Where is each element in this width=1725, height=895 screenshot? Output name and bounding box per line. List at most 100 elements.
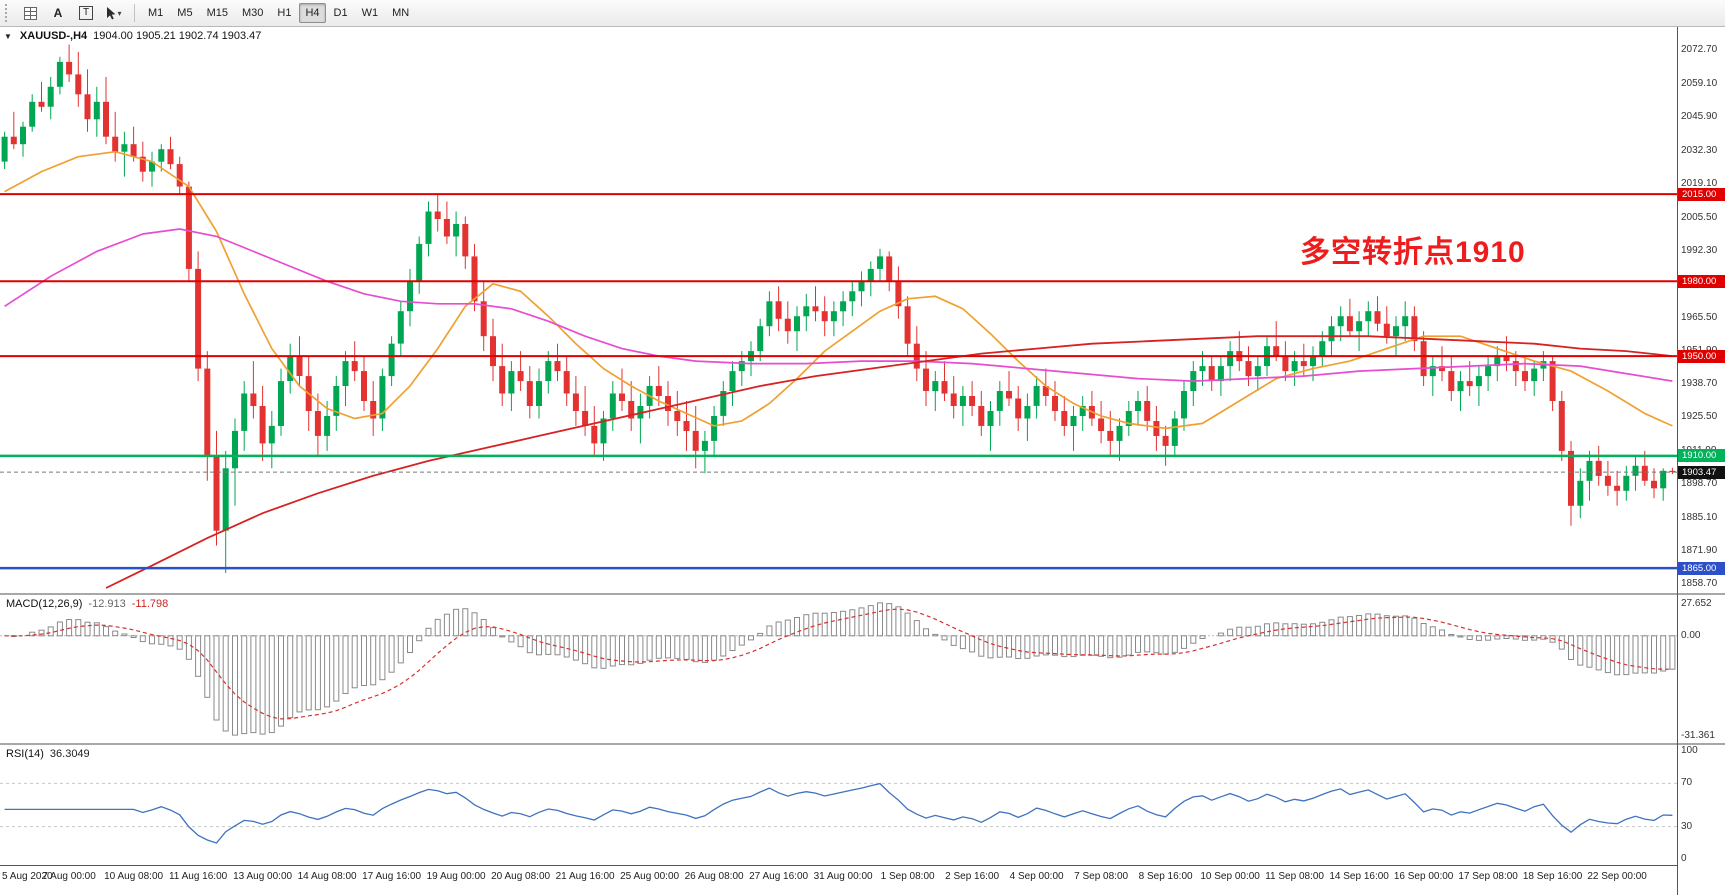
candle — [103, 76, 109, 145]
candle — [1522, 356, 1528, 391]
symbol-dropdown-icon[interactable]: ▼ — [4, 32, 12, 41]
grid-icon — [23, 6, 37, 20]
chart-grid-icon[interactable] — [17, 2, 43, 24]
candle — [674, 391, 681, 436]
chevron-down-icon: ▾ — [117, 8, 122, 18]
time-label: 10 Aug 08:00 — [104, 871, 164, 882]
candle — [619, 368, 625, 411]
price-tick-label: 1965.50 — [1681, 311, 1718, 323]
candle — [167, 136, 174, 170]
macd-header: MACD(12,26,9) -12.913 -11.798 — [6, 598, 168, 610]
price-axis[interactable]: 2072.70 2059.10 2045.90 2032.30 2019.10 2005.… — [1677, 27, 1725, 895]
candle — [342, 351, 349, 406]
timeframe-button-h1[interactable]: H1 — [277, 7, 292, 19]
candle — [499, 343, 506, 406]
chart-annotation[interactable]: 多空转折点1910 — [1300, 236, 1526, 269]
timeframe-button-m30[interactable]: M30 — [241, 7, 264, 19]
candle — [250, 361, 257, 419]
time-axis[interactable]: 5 Aug 2020 7 Aug 00:00 10 Aug 08:00 11 Aug … — [0, 865, 1677, 895]
candle — [268, 411, 275, 469]
candle — [370, 381, 377, 436]
candle — [1190, 361, 1197, 406]
candle — [1006, 371, 1012, 406]
candle — [139, 141, 146, 182]
candle — [379, 368, 386, 431]
chart-canvas[interactable] — [0, 27, 1677, 865]
candle — [443, 201, 450, 244]
timeframe-button-mn[interactable]: MN — [392, 7, 410, 19]
macd-label: MACD(12,26,9) — [6, 598, 83, 610]
time-label: 4 Sep 00:00 — [1009, 871, 1064, 882]
candle — [526, 366, 533, 419]
ma-long-red — [105, 335, 1673, 589]
candle — [987, 401, 994, 451]
pane-separator[interactable] — [0, 743, 1677, 745]
candle — [1346, 298, 1353, 337]
toolbar-grip[interactable] — [5, 4, 11, 22]
candle — [453, 211, 460, 257]
candle — [1015, 386, 1022, 431]
candle — [1181, 381, 1187, 431]
time-label: 17 Sep 08:00 — [1458, 871, 1518, 882]
timeframe-button-h4[interactable]: H4 — [299, 3, 326, 23]
price-badge-1950.00: 1950.00 — [1678, 349, 1725, 363]
price-tick-label: 2045.90 — [1681, 111, 1718, 122]
ohlc-readout: 1904.00 1905.21 1902.74 1903.47 — [93, 30, 262, 42]
toolbar: A T ▾ M1 M5 M15 M30 H1 H4 D1 W1 MN — [0, 0, 1725, 27]
macd-histogram — [10, 602, 1676, 736]
candle — [397, 301, 404, 357]
text-label-tool-icon[interactable]: T — [73, 2, 99, 24]
macd-signal-line — [4, 608, 1673, 720]
candle — [923, 351, 929, 406]
candle — [849, 281, 856, 317]
timeframe-button-m15[interactable]: M15 — [206, 7, 228, 19]
candle — [296, 336, 303, 386]
candle — [1217, 356, 1224, 396]
candle — [803, 293, 810, 332]
timeframe-button-m1[interactable]: M1 — [148, 7, 164, 19]
candle — [1623, 465, 1630, 501]
candle — [1595, 445, 1602, 486]
candle — [176, 156, 183, 195]
candle — [1448, 356, 1455, 401]
time-label: 2 Sep 16:00 — [945, 871, 1000, 882]
timeframe-button-d1[interactable]: D1 — [333, 7, 348, 19]
candle — [56, 56, 63, 95]
time-label: 11 Aug 16:00 — [168, 871, 228, 882]
candle — [1162, 425, 1169, 466]
chart-window: ▼ XAUUSD-,H4 1904.00 1905.21 1902.74 190… — [0, 27, 1725, 895]
cursor-tool-icon[interactable]: ▾ — [101, 2, 127, 24]
price-tick-label: 1858.70 — [1681, 577, 1718, 589]
candle — [1356, 311, 1363, 352]
candle — [1227, 341, 1234, 382]
price-tick-label: 1992.30 — [1681, 244, 1718, 256]
candle — [757, 318, 764, 362]
time-label: 25 Aug 00:00 — [620, 871, 680, 882]
rsi-line — [4, 782, 1673, 844]
pane-separator[interactable] — [0, 593, 1677, 595]
candle — [1, 131, 8, 170]
pane-separator — [1678, 593, 1725, 595]
time-label: 16 Sep 00:00 — [1393, 871, 1454, 882]
candle — [1485, 356, 1492, 391]
candle — [20, 121, 26, 157]
candle — [996, 381, 1003, 426]
time-label: 5 Aug 2020 — [2, 871, 53, 882]
pane-separator — [1678, 743, 1725, 745]
candle — [1660, 468, 1667, 501]
timeframe-button-w1[interactable]: W1 — [361, 7, 379, 19]
candle — [600, 411, 607, 461]
arrow-text-tool-icon[interactable]: A — [45, 2, 71, 24]
candle — [1088, 391, 1095, 426]
price-badge-1980.00: 1980.00 — [1678, 274, 1725, 288]
candle — [480, 281, 487, 352]
timeframe-button-m5[interactable]: M5 — [177, 7, 193, 19]
rsi-axis-label: 0 — [1681, 853, 1687, 864]
candle — [950, 376, 957, 419]
candle — [1494, 346, 1501, 382]
price-tick-label: 1871.90 — [1681, 544, 1718, 556]
candle — [867, 261, 874, 297]
time-label: 1 Sep 08:00 — [880, 871, 935, 882]
candle — [1457, 371, 1464, 411]
candle — [858, 271, 865, 307]
